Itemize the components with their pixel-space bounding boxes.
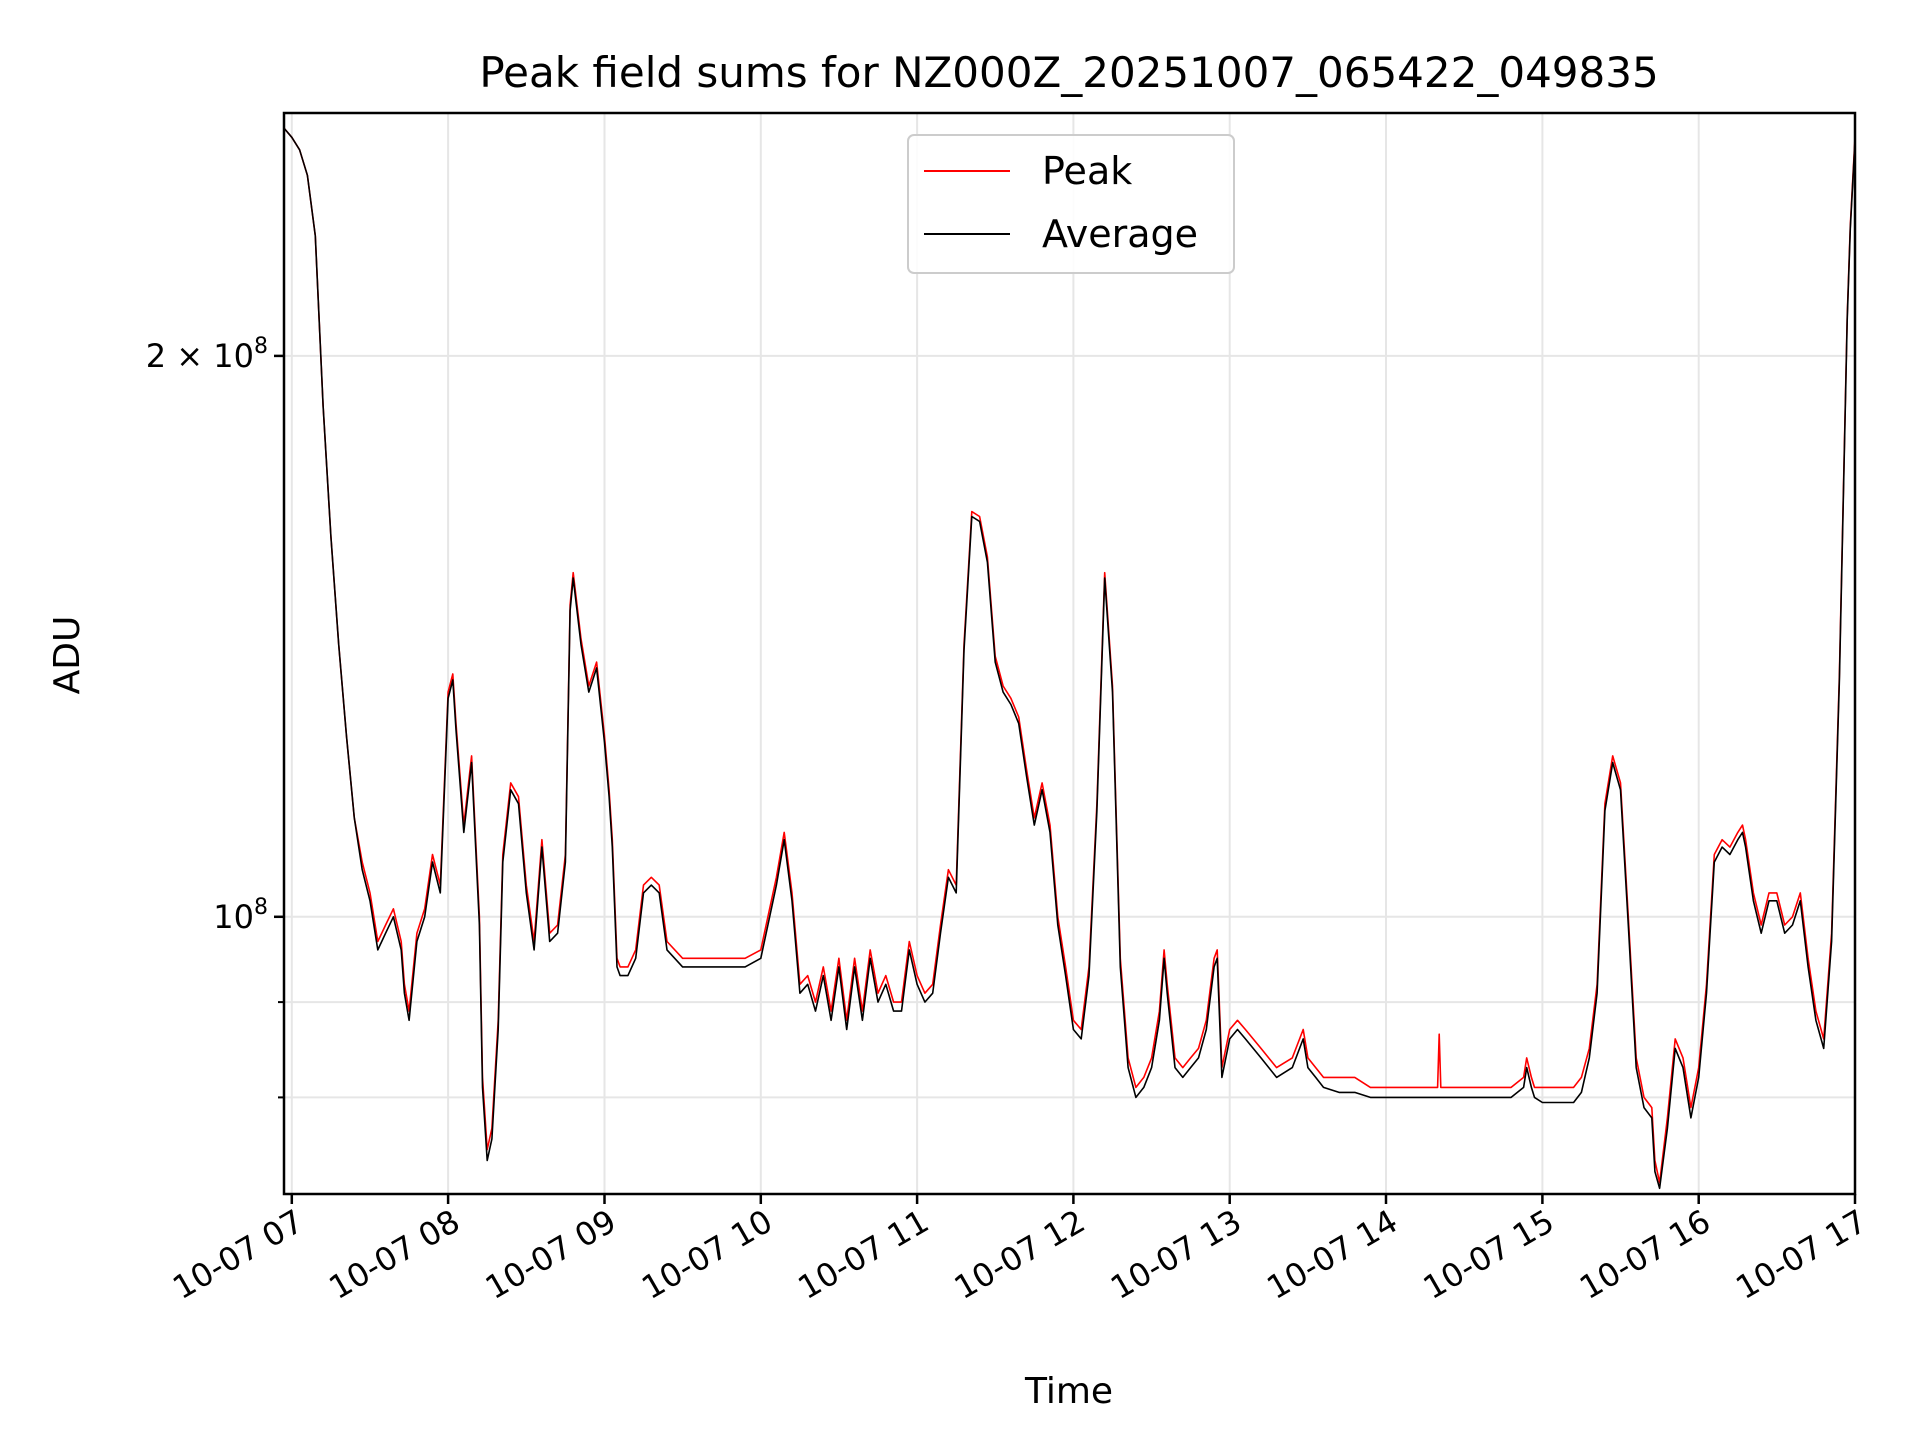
grid-layer bbox=[284, 113, 1856, 1194]
x-tick-label: 10-07 16 bbox=[1573, 1202, 1717, 1307]
series-line-average bbox=[284, 127, 1855, 1190]
x-tick-label: 10-07 14 bbox=[1260, 1202, 1404, 1307]
x-tick-label: 10-07 09 bbox=[479, 1202, 623, 1307]
series-layer bbox=[284, 127, 1855, 1190]
plot-frame bbox=[282, 111, 1857, 1196]
x-tick-label: 10-07 07 bbox=[166, 1202, 310, 1307]
x-tick-label: 10-07 11 bbox=[792, 1202, 936, 1307]
x-tick-label: 10-07 10 bbox=[635, 1202, 779, 1307]
x-axis-label: Time bbox=[1024, 1371, 1113, 1412]
chart-title: Peak field sums for NZ000Z_20251007_0654… bbox=[479, 48, 1658, 97]
x-tick-label: 10-07 13 bbox=[1104, 1202, 1248, 1307]
y-tick-label: 108 bbox=[213, 895, 268, 936]
y-axis-label: ADU bbox=[47, 616, 88, 695]
x-tick-label: 10-07 08 bbox=[323, 1202, 467, 1307]
legend: Peak Average bbox=[907, 134, 1235, 274]
x-tick-label: 10-07 17 bbox=[1729, 1202, 1873, 1307]
x-tick-label: 10-07 12 bbox=[948, 1202, 1092, 1307]
legend-label-average: Average bbox=[1042, 212, 1198, 256]
x-tick-label: 10-07 15 bbox=[1417, 1202, 1561, 1307]
y-tick-label: 2 × 108 bbox=[146, 334, 268, 375]
legend-box bbox=[907, 134, 1235, 274]
legend-label-peak: Peak bbox=[1042, 149, 1132, 193]
y-axis-ticks: 108 2 × 108 bbox=[146, 334, 284, 1099]
x-axis-ticks: 10-07 07 10-07 08 10-07 09 10-07 10 10-07 11… bbox=[166, 1194, 1873, 1307]
